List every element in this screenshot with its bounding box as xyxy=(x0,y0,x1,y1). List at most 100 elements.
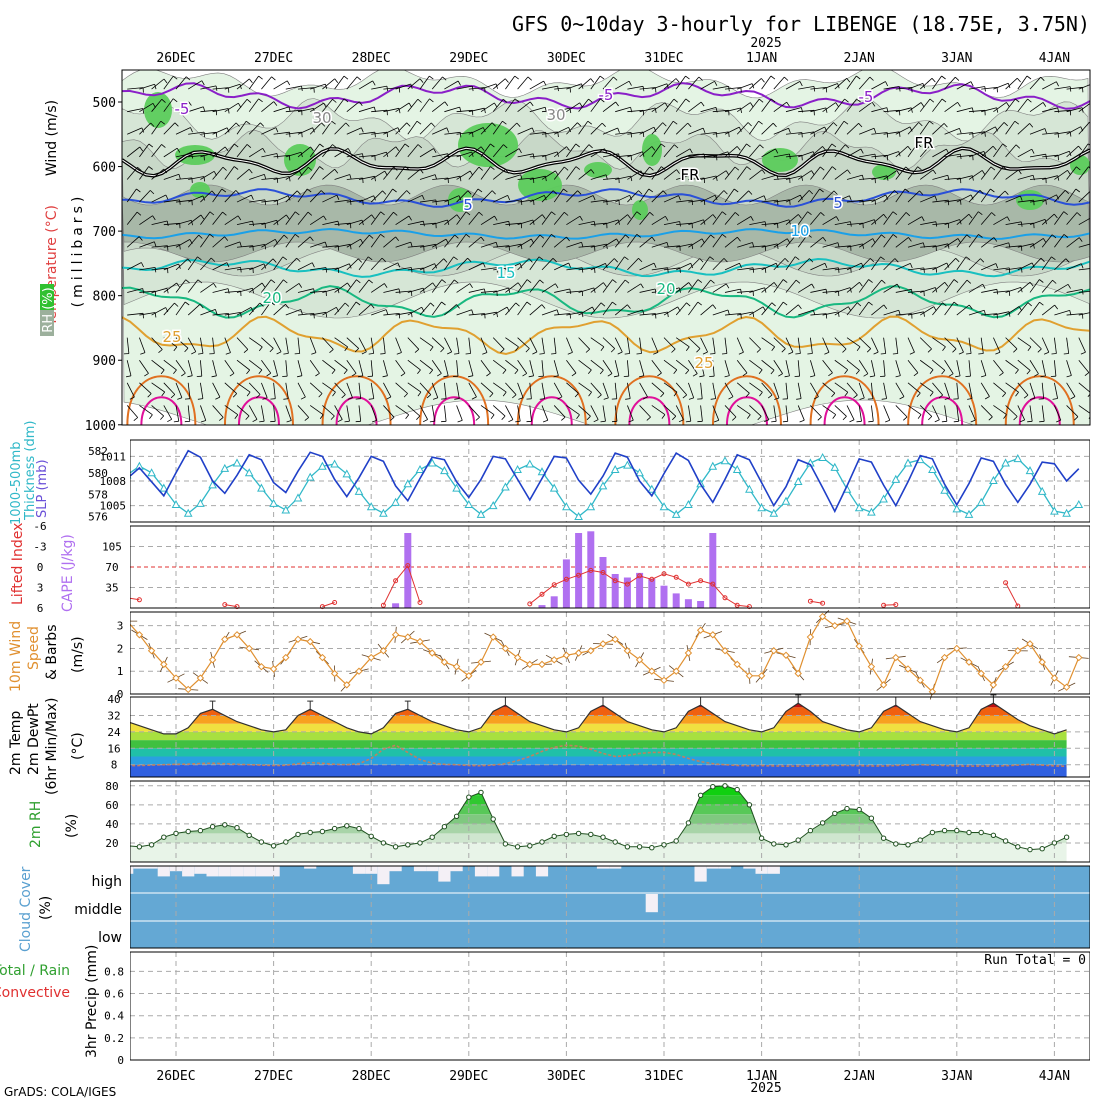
rh-blob-90 xyxy=(632,200,648,220)
wind-barb xyxy=(615,154,632,158)
wind-barb xyxy=(651,215,666,226)
wind-barb xyxy=(1017,174,1034,180)
wind-barb-flag xyxy=(323,215,327,221)
isotherm-label: 20 xyxy=(656,280,675,298)
cloud-clear-bar xyxy=(767,866,780,874)
wind-barb xyxy=(1029,238,1044,248)
wind-barb xyxy=(407,382,422,393)
li-point xyxy=(405,563,411,569)
wind10-series xyxy=(130,610,1090,700)
rh2m-point xyxy=(588,831,594,838)
wind-barb xyxy=(1054,109,1071,113)
wind-barb-flag xyxy=(551,353,557,355)
wind-barb-flag xyxy=(760,78,765,83)
rh2m-tick: 60 xyxy=(105,799,118,812)
wind-barb xyxy=(590,199,607,203)
li-point xyxy=(527,601,533,607)
wind-barb xyxy=(1017,337,1032,348)
wind-barb xyxy=(505,75,516,90)
thickness-point xyxy=(1062,508,1071,517)
wind-barb-flag xyxy=(215,152,218,158)
wind-barb xyxy=(810,288,827,293)
wind-barb xyxy=(822,190,835,203)
wind-barb xyxy=(822,102,836,113)
wind-barb xyxy=(163,173,180,180)
wind-barb xyxy=(566,405,580,416)
wind-barb-flag xyxy=(329,349,334,354)
wind-barb xyxy=(736,382,750,394)
thickness-point xyxy=(171,499,181,509)
rh2m-point xyxy=(307,829,313,836)
wind-barb-flag xyxy=(734,212,740,217)
wind-barb-flag xyxy=(422,419,428,423)
wind-barb-flag xyxy=(929,369,934,374)
wind-barb-flag xyxy=(1016,77,1021,83)
wind-barb-flag xyxy=(222,166,227,171)
wind-barb xyxy=(309,102,324,113)
wind-barb-flag xyxy=(1054,304,1059,310)
wind-barb-flag xyxy=(553,375,559,378)
wind-barb xyxy=(212,360,217,376)
wind-barb xyxy=(261,219,277,226)
wind-barb xyxy=(407,220,424,226)
wind-barb-flag xyxy=(774,397,780,400)
wind-barb-flag xyxy=(566,236,570,242)
wind-barb-flag xyxy=(380,211,385,216)
wind-barb-flag xyxy=(759,391,763,397)
wind10-point xyxy=(489,633,497,641)
svg-text:(%): (%) xyxy=(38,896,54,920)
wind-barb-flag xyxy=(233,166,239,170)
li-point xyxy=(1003,580,1009,586)
wind-barb-flag xyxy=(771,302,776,307)
wind-barb xyxy=(383,382,392,398)
wind-barb-flag xyxy=(187,375,193,378)
wind-barb-flag xyxy=(1063,211,1068,216)
wind-barb xyxy=(517,301,528,316)
wind-barb xyxy=(627,211,638,225)
wind-barb xyxy=(407,194,423,203)
panel-bg xyxy=(130,952,1090,1060)
bottom-date-axis: 26DEC 27DEC 28DEC 29DEC 30DEC 31DEC 1JAN 2JAN 3J… xyxy=(156,1069,1070,1084)
rh-blob-90 xyxy=(584,162,612,178)
wind-barb xyxy=(615,132,632,135)
wind-barb-flag xyxy=(300,396,306,400)
wind-barb xyxy=(1005,98,1016,112)
wind-barb-flag xyxy=(957,238,961,244)
svg-text:& Barbs: & Barbs xyxy=(44,625,60,681)
cloud-clear-bar xyxy=(255,866,268,877)
thickness-point xyxy=(476,509,486,518)
wind-barb-flag xyxy=(200,420,206,423)
cloud-clear-bar xyxy=(426,866,439,872)
wind-barb xyxy=(920,195,936,203)
wind-barb xyxy=(480,83,497,90)
rh2m-point xyxy=(661,842,667,848)
wind-barb-flag xyxy=(319,166,324,170)
wind-barb xyxy=(590,174,607,180)
wind10-point xyxy=(892,653,900,662)
wind-barb xyxy=(334,148,349,158)
thickness-point xyxy=(989,475,998,484)
pressure-axis-label: (millibars) xyxy=(70,193,86,308)
wind-barb-flag xyxy=(678,287,681,293)
rh2m-point xyxy=(832,810,838,817)
wind-barb xyxy=(127,262,142,271)
cloud-clear-bar xyxy=(511,866,524,877)
isotherm-label: 15 xyxy=(496,264,515,282)
wind-barb-flag xyxy=(844,391,849,397)
wind-barb xyxy=(505,282,519,293)
wind-barb-flag xyxy=(139,146,144,152)
wind-barb-flag xyxy=(746,414,751,419)
wind-barb-flag xyxy=(1063,353,1069,355)
wind-barb xyxy=(675,382,688,396)
wind-barb-flag xyxy=(564,211,569,216)
wind-barb xyxy=(468,146,482,158)
wind-barb xyxy=(480,190,493,203)
isotherm-35-loop xyxy=(237,396,280,425)
wind-barb xyxy=(566,241,582,248)
wind-barb xyxy=(285,211,296,225)
wind-barb xyxy=(883,258,896,271)
wind-barb xyxy=(541,234,552,248)
wind-barb xyxy=(639,236,653,248)
wind-barb-flag xyxy=(446,127,450,133)
